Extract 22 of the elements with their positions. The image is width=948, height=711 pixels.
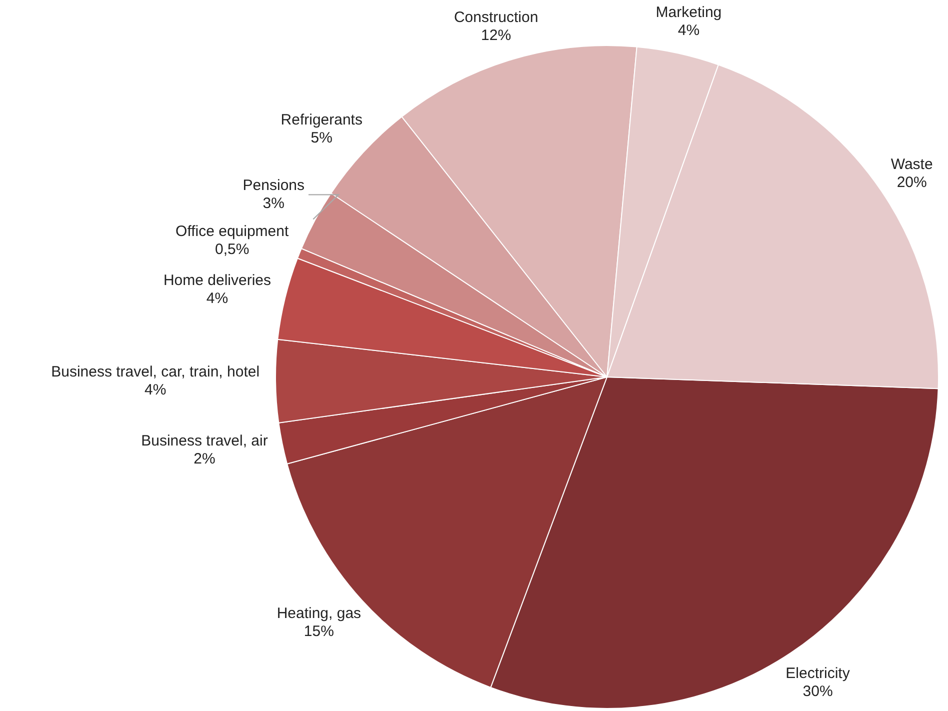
slice-label: Marketing bbox=[656, 4, 722, 22]
slice-label: Home deliveries bbox=[163, 272, 272, 290]
slice-label: Electricity bbox=[786, 665, 850, 682]
slice-label: Pensions bbox=[242, 176, 305, 194]
data-label: 0,5% bbox=[214, 240, 250, 258]
slice-label: Business travel, air bbox=[141, 432, 268, 450]
data-label: 4% bbox=[678, 22, 700, 40]
slice-label: Heating, gas bbox=[276, 605, 362, 622]
data-label: 15% bbox=[304, 623, 334, 640]
data-label: 3% bbox=[262, 194, 284, 212]
data-label: 4% bbox=[144, 382, 166, 399]
data-label: 5% bbox=[310, 129, 332, 146]
data-label: 12% bbox=[481, 26, 512, 44]
data-label: 4% bbox=[206, 290, 228, 308]
data-label: 20% bbox=[896, 174, 927, 191]
slice-label: Waste bbox=[890, 156, 933, 173]
slice-label: Refrigerants bbox=[280, 111, 362, 128]
data-label: 30% bbox=[802, 683, 833, 700]
slice-label: Construction bbox=[454, 8, 538, 26]
data-label: 2% bbox=[194, 450, 216, 468]
slice-label: Business travel, car, train, hotel bbox=[51, 364, 260, 381]
slice-label: Office equipment bbox=[176, 222, 290, 240]
